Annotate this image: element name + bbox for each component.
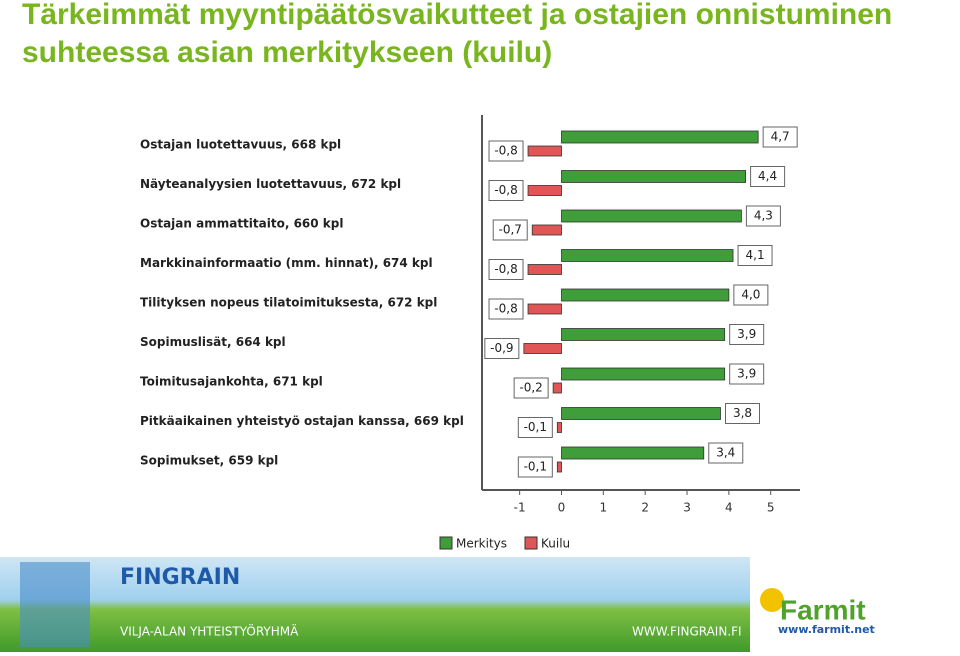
value-label-box bbox=[488, 180, 524, 201]
category-label: Näyteanalyysien luotettavuus, 672 kpl bbox=[140, 177, 401, 191]
x-tick-label: 5 bbox=[767, 501, 775, 515]
category-label: Pitkäaikainen yhteistyö ostajan kanssa, … bbox=[140, 414, 464, 428]
value-label-box bbox=[745, 205, 781, 227]
value-label: -0,9 bbox=[490, 341, 513, 355]
bar bbox=[561, 130, 759, 144]
x-tick-label: 1 bbox=[600, 501, 608, 515]
value-label-box bbox=[733, 284, 769, 306]
category-label: Toimitusajankohta, 671 kpl bbox=[140, 375, 323, 389]
category-label: Sopimukset, 659 kpl bbox=[140, 454, 278, 468]
footer-banner bbox=[0, 557, 750, 652]
value-label-box bbox=[737, 245, 773, 266]
value-label: 4,0 bbox=[741, 288, 760, 302]
value-label-box bbox=[484, 338, 520, 359]
value-label: -0,2 bbox=[519, 381, 542, 395]
bar bbox=[527, 185, 562, 196]
category-label: Tilityksen nopeus tilatoimituksesta, 672… bbox=[140, 296, 437, 310]
bar bbox=[527, 145, 562, 157]
value-label: -0,8 bbox=[494, 302, 517, 316]
bar bbox=[552, 382, 562, 394]
logo-sun bbox=[760, 588, 784, 612]
bar bbox=[556, 422, 562, 433]
bar bbox=[561, 446, 705, 460]
footer-url: WWW.FINGRAIN.FI bbox=[632, 625, 742, 639]
x-tick-label: 0 bbox=[558, 501, 566, 515]
bar bbox=[531, 224, 562, 236]
legend-label: Kuilu bbox=[541, 537, 570, 551]
bar bbox=[527, 303, 562, 315]
x-tick-label: 2 bbox=[641, 501, 649, 515]
category-label: Ostajan luotettavuus, 668 kpl bbox=[140, 138, 341, 152]
legend-label: Merkitys bbox=[456, 537, 507, 551]
footer-tagline: VILJA-ALAN YHTEISTYÖRYHMÄ bbox=[120, 623, 299, 639]
footer-logo-url: www.farmit.net bbox=[778, 623, 875, 636]
value-label: 3,4 bbox=[716, 446, 735, 460]
value-label-box bbox=[708, 442, 744, 464]
value-label: 4,1 bbox=[746, 248, 765, 262]
legend-swatch bbox=[439, 536, 453, 550]
value-label-box bbox=[725, 403, 760, 424]
footer-logo: Farmit bbox=[780, 594, 866, 625]
value-label-box bbox=[762, 126, 798, 148]
value-label: 4,3 bbox=[754, 209, 773, 223]
value-label-box bbox=[488, 259, 524, 280]
bar bbox=[561, 367, 726, 381]
value-label: 3,9 bbox=[737, 367, 756, 381]
value-label: -0,8 bbox=[494, 144, 517, 158]
legend-swatch bbox=[524, 536, 538, 550]
bar bbox=[561, 288, 730, 302]
value-label-box bbox=[488, 140, 524, 162]
value-label-box bbox=[492, 219, 528, 241]
category-label: Markkinainformaatio (mm. hinnat), 674 kp… bbox=[140, 256, 433, 270]
value-label-box bbox=[729, 324, 765, 345]
category-label: Ostajan ammattitaito, 660 kpl bbox=[140, 217, 343, 231]
value-label: 3,9 bbox=[737, 327, 756, 341]
bar bbox=[561, 209, 742, 223]
value-label-box bbox=[517, 417, 553, 438]
bar bbox=[523, 343, 562, 354]
bar bbox=[561, 170, 747, 183]
x-tick-label: 3 bbox=[683, 501, 691, 515]
value-label-box bbox=[750, 166, 786, 187]
value-label-box bbox=[488, 298, 524, 320]
x-tick-label: -1 bbox=[514, 501, 526, 515]
slide-title: Tärkeimmät myyntipäätösvaikutteet ja ost… bbox=[22, 0, 893, 69]
value-label: -0,1 bbox=[524, 420, 547, 434]
bar bbox=[561, 328, 726, 341]
value-label-box bbox=[517, 456, 553, 478]
map-icon bbox=[20, 562, 90, 647]
category-label: Sopimuslisät, 664 kpl bbox=[140, 335, 286, 349]
bar bbox=[561, 407, 721, 420]
value-label-box bbox=[729, 363, 765, 385]
value-label: 4,4 bbox=[758, 169, 777, 183]
value-label: 3,8 bbox=[733, 406, 752, 420]
bar bbox=[527, 264, 562, 275]
footer-brand: FINGRAIN bbox=[120, 565, 240, 590]
value-label-box bbox=[513, 377, 549, 399]
value-label: -0,1 bbox=[524, 460, 547, 474]
value-label: -0,7 bbox=[498, 223, 521, 237]
value-label: 4,7 bbox=[771, 130, 790, 144]
bar bbox=[556, 461, 562, 473]
value-label: -0,8 bbox=[494, 262, 517, 276]
bar bbox=[561, 249, 734, 262]
x-tick-label: 4 bbox=[725, 501, 733, 515]
value-label: -0,8 bbox=[494, 183, 517, 197]
